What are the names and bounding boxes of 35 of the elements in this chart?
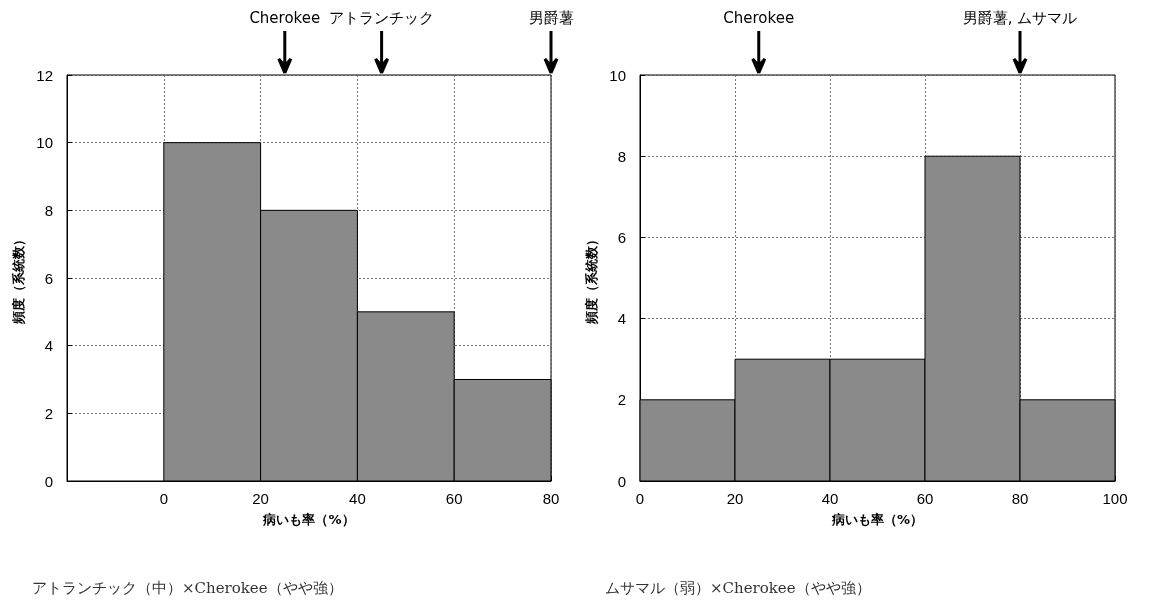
y-tick-label: 0 [44,472,53,490]
x-tick-label: 20 [252,490,269,507]
x-tick-label: 20 [726,490,744,507]
x-tick-label: 0 [159,490,168,507]
x-tick-label: 60 [916,490,934,507]
y-tick-label: 0 [617,472,626,490]
y-tick-label: 6 [44,269,53,287]
y-tick-label: 8 [617,147,626,165]
text: アトランチック（中）×Cherokee（やや強） [32,578,343,597]
y-tick-label: 4 [617,310,626,328]
x-tick-label: 60 [445,490,463,507]
y-tick-label: 2 [44,404,53,422]
text: ムサマル（弱）×Cherokee（やや強） [605,578,871,597]
y-axis-title: 頻度（系統数） [584,232,600,325]
y-tick-label: 10 [609,66,626,84]
y-tick-label: 4 [44,337,53,355]
y-tick-label: 2 [617,391,626,409]
x-tick-label: 40 [821,490,839,507]
y-tick-label: 12 [36,66,53,84]
x-axis-title: 病いも率（%） [262,512,355,527]
ref-line-label: 男爵薯 [528,8,574,27]
x-tick-label: 0 [635,490,645,507]
x-tick-label: 80 [1011,490,1029,507]
x-axis-title: 病いも率（%） [830,512,924,527]
ref-line-label: アトランチック [329,8,435,27]
y-tick-label: 8 [44,201,53,219]
ref-line-label: 男爵薯, ムサマル [962,8,1078,27]
x-tick-label: 100 [1102,490,1128,507]
y-tick-label: 6 [617,228,626,246]
y-axis-title: 頻度（系統数） [11,232,27,325]
y-tick-label: 10 [36,134,53,152]
x-tick-label: 40 [349,490,366,507]
ref-line-label: Cherokee [249,8,321,27]
x-tick-label: 80 [542,490,560,507]
ref-line-label: Cherokee [723,8,795,27]
